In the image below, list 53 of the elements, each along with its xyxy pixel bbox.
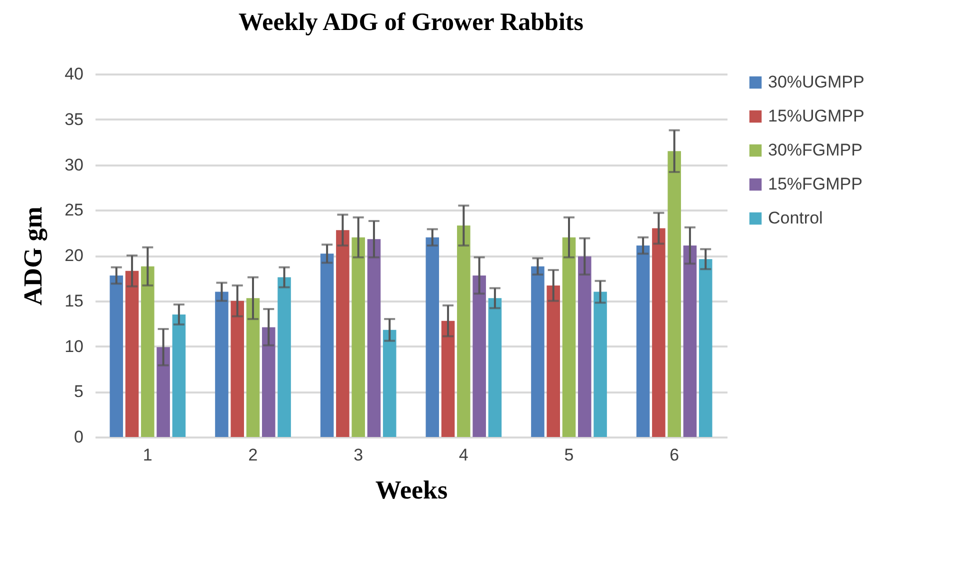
x-tick-label: 4 bbox=[458, 446, 468, 464]
y-tick-label: 20 bbox=[64, 246, 84, 265]
legend-label: 15%UGMPP bbox=[768, 106, 864, 126]
y-tick-label: 25 bbox=[64, 200, 84, 220]
bar bbox=[636, 246, 650, 437]
bar bbox=[262, 327, 276, 437]
x-tick-label: 2 bbox=[248, 446, 258, 464]
legend-label: 30%FGMPP bbox=[768, 140, 862, 160]
y-tick-label: 35 bbox=[64, 110, 84, 129]
x-axis-title: Weeks bbox=[375, 476, 448, 504]
bar bbox=[246, 298, 260, 437]
y-tick-label: 10 bbox=[64, 336, 84, 356]
bar bbox=[578, 256, 592, 437]
bar bbox=[698, 259, 712, 437]
bar bbox=[668, 151, 681, 437]
x-tick-label: 5 bbox=[564, 446, 574, 464]
bar bbox=[172, 314, 186, 437]
y-tick-label: 5 bbox=[74, 382, 84, 402]
bar bbox=[683, 246, 697, 437]
bar bbox=[336, 230, 350, 437]
bar bbox=[215, 292, 228, 437]
y-tick-label: 15 bbox=[64, 291, 84, 310]
bar bbox=[352, 237, 365, 437]
legend-label: Control bbox=[768, 208, 823, 228]
bar bbox=[278, 277, 291, 437]
legend-label: 30%UGMPP bbox=[768, 72, 864, 92]
bar bbox=[382, 330, 396, 437]
bar bbox=[441, 320, 455, 437]
bar bbox=[652, 228, 666, 437]
x-tick-label: 3 bbox=[354, 446, 364, 464]
bar bbox=[472, 275, 486, 437]
x-tick-label: 6 bbox=[670, 446, 680, 464]
bar bbox=[110, 275, 124, 437]
chart-title: Weekly ADG of Grower Rabbits bbox=[238, 9, 584, 36]
bar bbox=[320, 254, 334, 437]
y-tick-label: 40 bbox=[64, 64, 84, 84]
bar bbox=[546, 285, 560, 437]
x-tick-label: 1 bbox=[142, 446, 152, 464]
bar bbox=[156, 347, 170, 437]
bar bbox=[562, 237, 576, 437]
bar bbox=[531, 266, 544, 437]
bar bbox=[426, 237, 440, 437]
bar bbox=[230, 300, 244, 437]
bar bbox=[594, 292, 607, 437]
y-tick-label: 0 bbox=[74, 428, 84, 446]
y-axis-title: ADG gm bbox=[18, 206, 48, 306]
bar bbox=[367, 239, 381, 437]
bar bbox=[141, 266, 154, 437]
bar bbox=[457, 226, 470, 437]
bar bbox=[488, 298, 502, 437]
y-tick-label: 30 bbox=[64, 155, 84, 174]
bar bbox=[125, 270, 139, 437]
legend-label: 15%FGMPP bbox=[768, 174, 862, 194]
